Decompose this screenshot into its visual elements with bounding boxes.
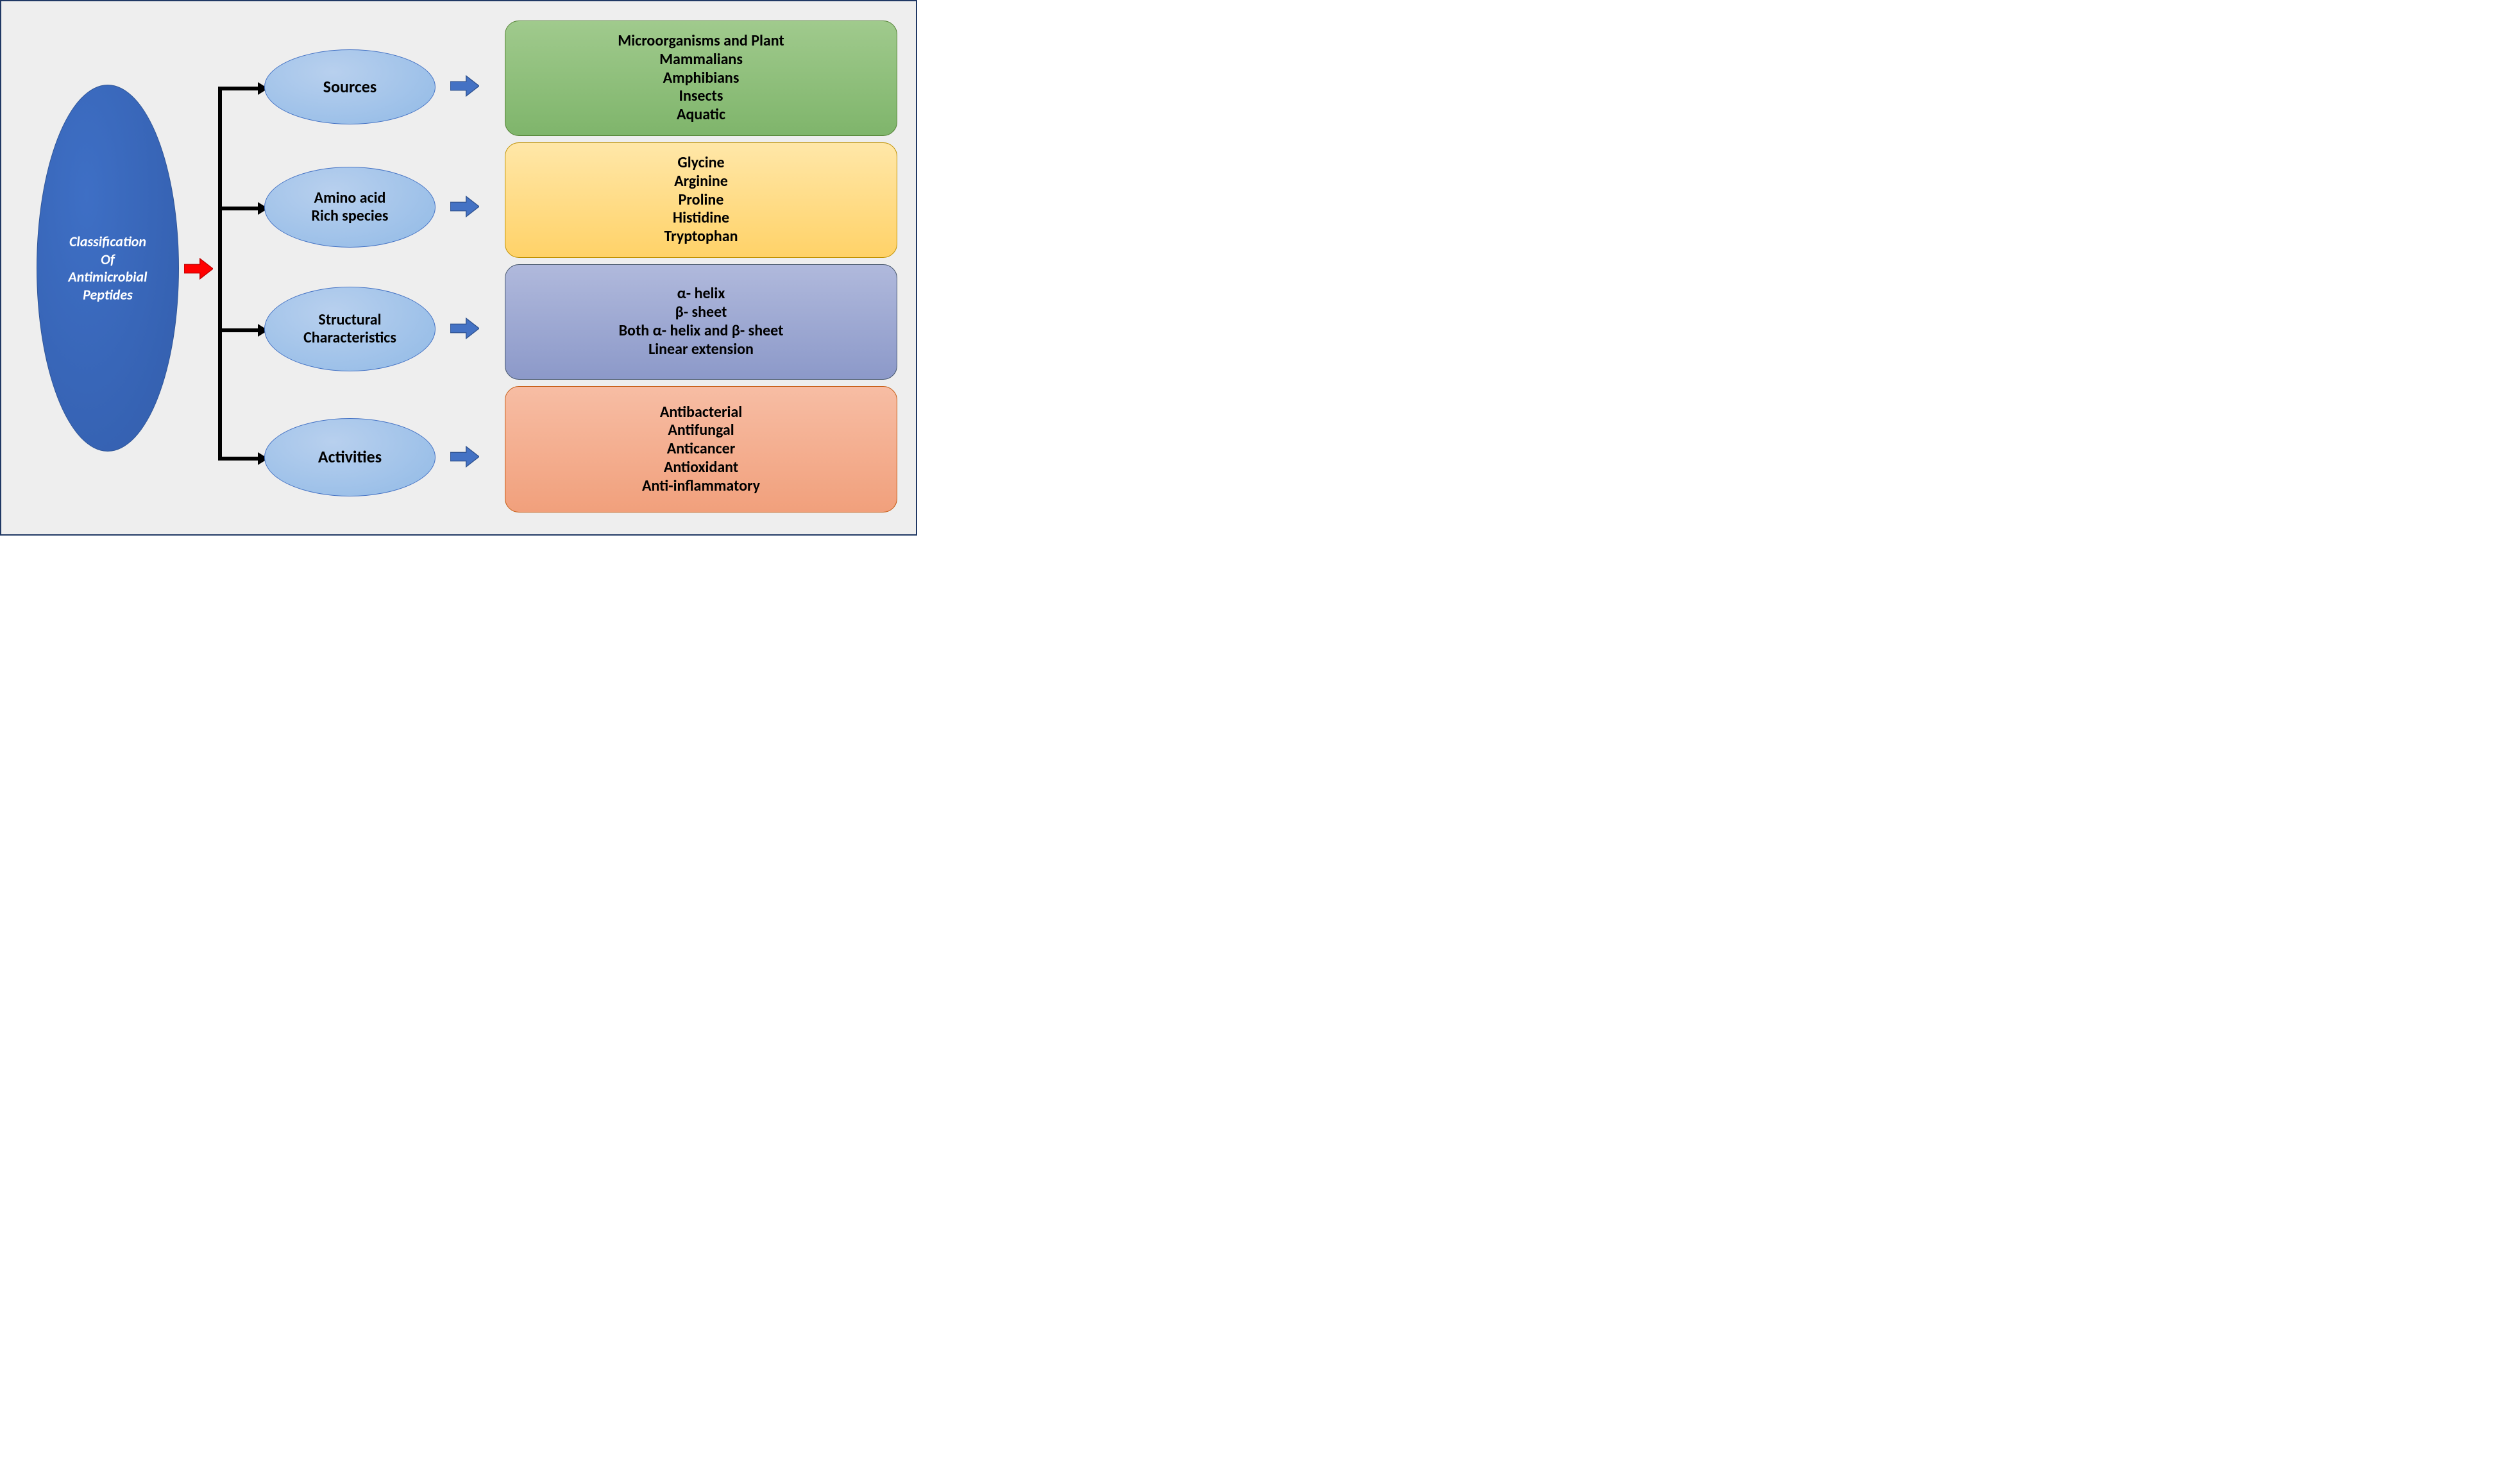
category-ellipse-label-3: Activities (318, 448, 382, 467)
category-ellipse-3: Activities (264, 418, 436, 496)
detail-box-3: AntibacterialAntifungalAnticancerAntioxi… (505, 386, 897, 512)
diagram-frame: ClassificationOfAntimicrobialPeptides Sou… (0, 0, 917, 536)
branch-line-1 (218, 207, 258, 210)
category-ellipse-label-2: StructuralCharacteristics (303, 311, 396, 346)
detail-box-2: α- helixβ- sheetBoth α- helix and β- she… (505, 264, 897, 380)
main-ellipse-label: ClassificationOfAntimicrobialPeptides (68, 233, 147, 303)
branch-line-0 (218, 87, 258, 90)
category-ellipse-label-0: Sources (323, 78, 376, 97)
blue-arrow-icon-0 (450, 75, 479, 97)
category-ellipse-0: Sources (264, 49, 436, 124)
detail-box-1: GlycineArginineProlineHistidineTryptopha… (505, 142, 897, 258)
blue-arrow-icon-1 (450, 196, 479, 217)
detail-box-text-2: α- helixβ- sheetBoth α- helix and β- she… (619, 285, 784, 359)
trunk-vertical (218, 87, 222, 461)
category-ellipse-label-1: Amino acidRich species (312, 189, 389, 224)
category-ellipse-1: Amino acidRich species (264, 167, 436, 248)
branch-line-3 (218, 457, 258, 461)
main-ellipse: ClassificationOfAntimicrobialPeptides (37, 85, 179, 452)
detail-box-0: Microorganisms and PlantMammaliansAmphib… (505, 21, 897, 136)
detail-box-text-1: GlycineArginineProlineHistidineTryptopha… (664, 154, 738, 246)
detail-box-text-0: Microorganisms and PlantMammaliansAmphib… (618, 32, 784, 124)
branch-line-2 (218, 328, 258, 332)
blue-arrow-icon-3 (450, 446, 479, 468)
category-ellipse-2: StructuralCharacteristics (264, 287, 436, 371)
blue-arrow-icon-2 (450, 317, 479, 339)
detail-box-text-3: AntibacterialAntifungalAnticancerAntioxi… (642, 403, 760, 496)
red-arrow-icon (184, 258, 213, 280)
